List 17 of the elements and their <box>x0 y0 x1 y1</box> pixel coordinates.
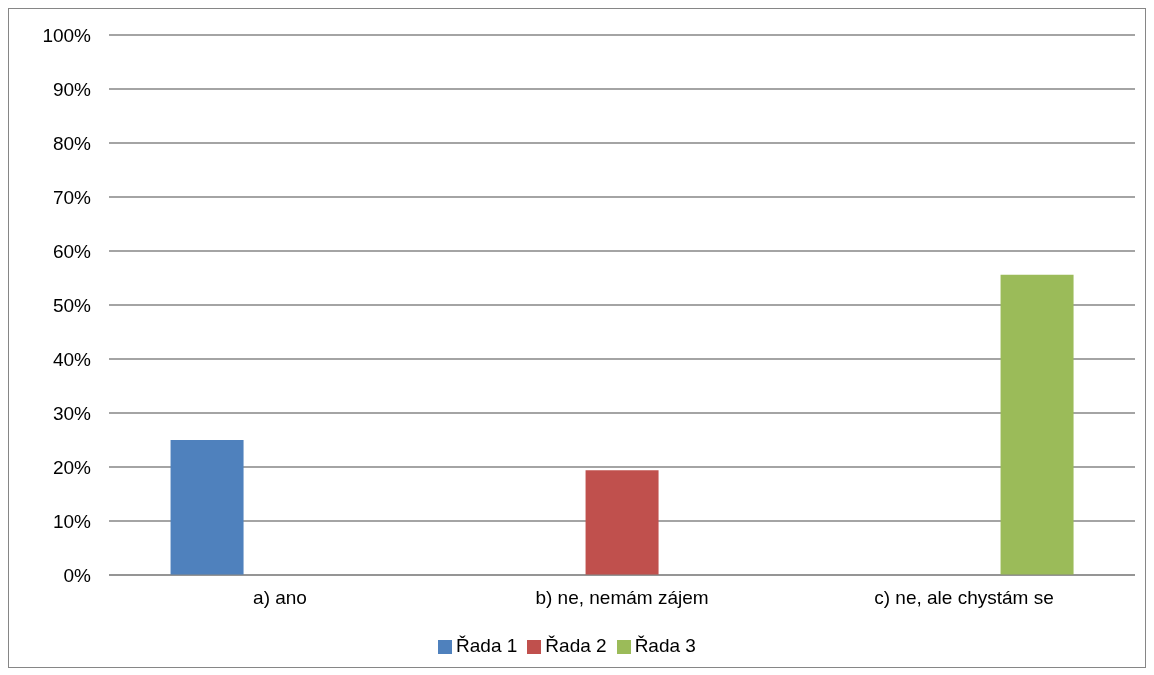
legend-label: Řada 1 <box>456 635 518 656</box>
y-tick-label: 70% <box>52 186 92 208</box>
x-tick-label: b) ne, nemám zájem <box>535 587 709 609</box>
legend-label: Řada 3 <box>634 635 696 656</box>
y-tick-label: 40% <box>52 348 92 370</box>
y-tick-label: 60% <box>52 240 92 262</box>
legend-label: Řada 2 <box>545 635 607 656</box>
y-tick-label: 100% <box>42 24 92 46</box>
y-tick-label: 90% <box>52 78 92 100</box>
y-tick-label: 50% <box>52 294 92 316</box>
y-tick-label: 20% <box>52 456 92 478</box>
x-tick-label: a) ano <box>253 587 307 609</box>
y-tick-label: 80% <box>52 132 92 154</box>
y-tick-label: 10% <box>52 510 92 532</box>
y-tick-label: 30% <box>52 402 92 424</box>
x-tick-label: c) ne, ale chystám se <box>874 587 1054 609</box>
y-tick-label: 0% <box>63 564 92 586</box>
